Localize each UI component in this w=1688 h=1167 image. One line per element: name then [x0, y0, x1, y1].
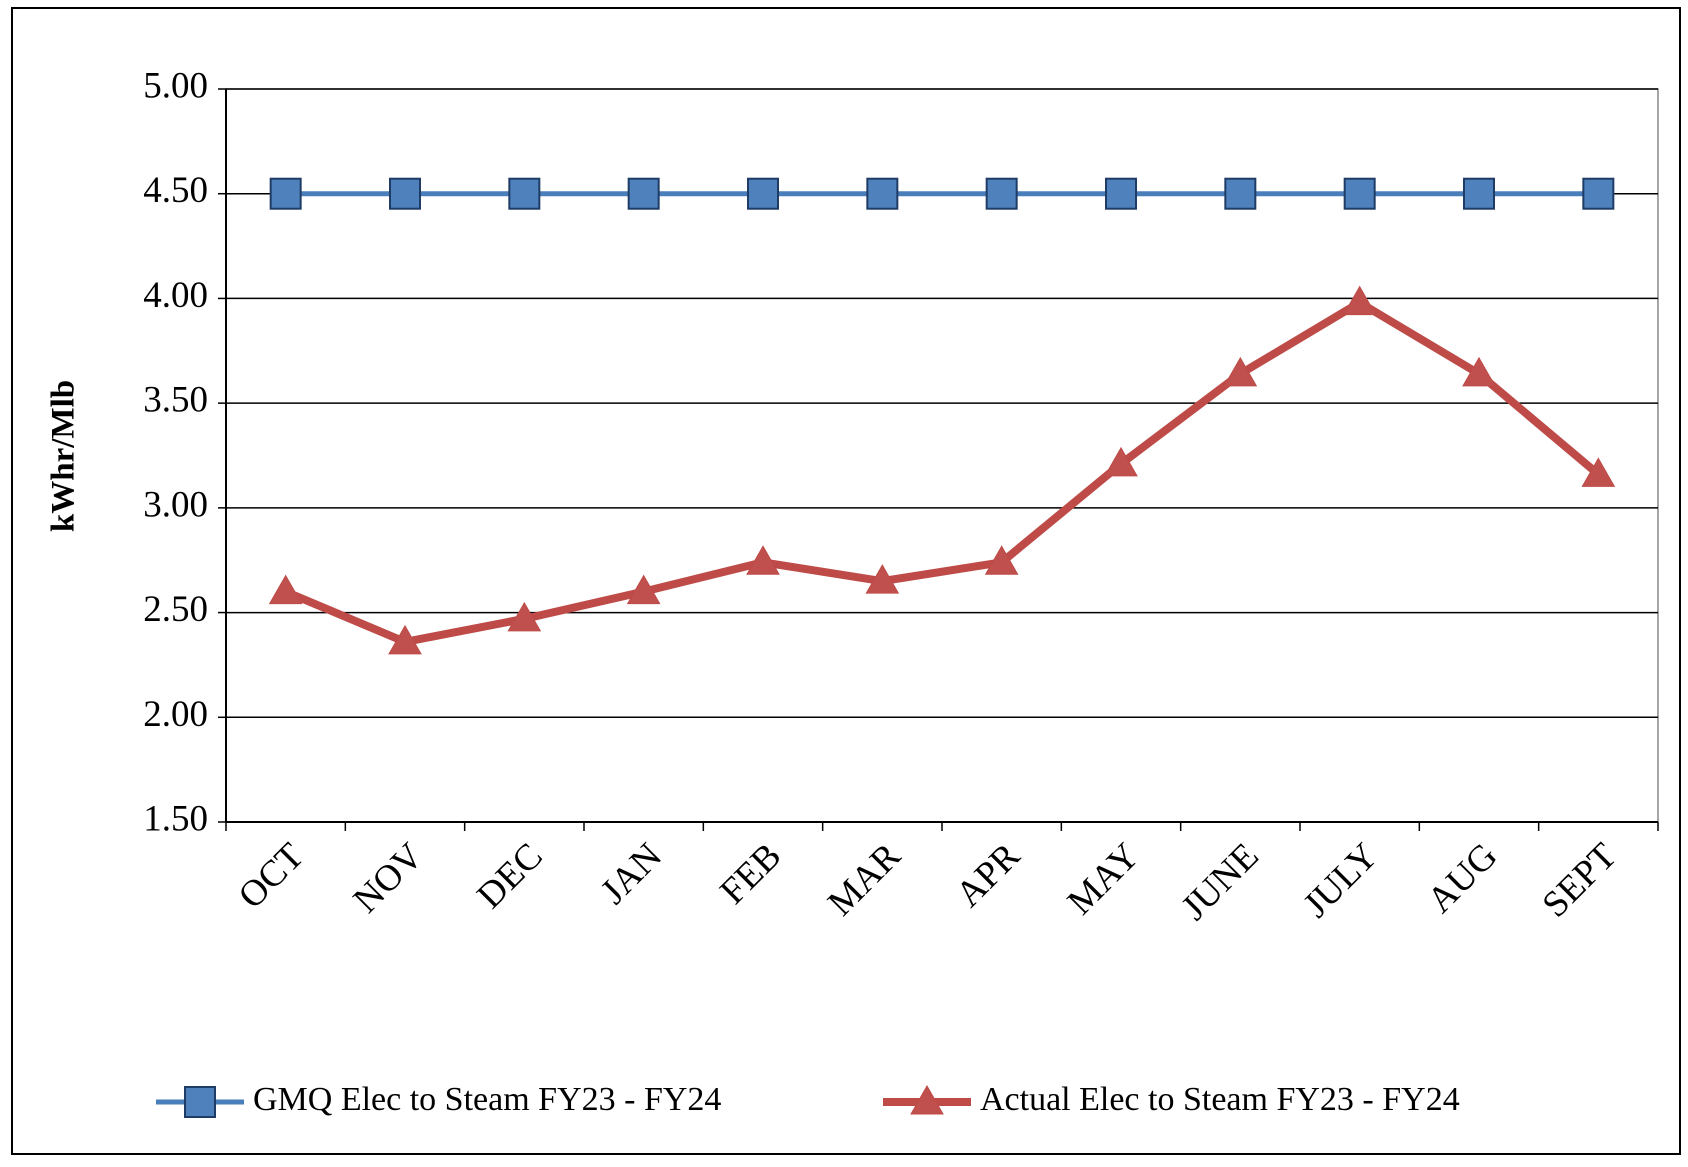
- marker: [1463, 177, 1495, 210]
- marker: [389, 177, 421, 210]
- y-tick-label: 2.00: [143, 694, 208, 735]
- marker: [866, 177, 899, 210]
- series-line: [284, 298, 1601, 646]
- marker: [746, 545, 780, 575]
- marker: [1224, 177, 1257, 210]
- legend-label: GMQ Elec to Steam FY23 - FY24: [253, 1081, 721, 1118]
- marker: [1582, 177, 1615, 210]
- y-tick-label: 3.00: [143, 484, 208, 525]
- y-axis-label: kWhr/Mlb: [46, 380, 82, 532]
- marker: [1581, 457, 1616, 487]
- marker: [1342, 285, 1377, 316]
- marker: [747, 177, 779, 210]
- marker: [1105, 177, 1137, 210]
- marker: [268, 574, 303, 605]
- marker: [1462, 356, 1496, 387]
- marker: [865, 564, 900, 594]
- marker: [1343, 177, 1376, 210]
- marker: [1223, 356, 1258, 387]
- legend-marker: [184, 1086, 216, 1118]
- marker: [985, 177, 1018, 210]
- marker: [626, 574, 661, 605]
- marker: [984, 545, 1019, 575]
- y-tick-label: 2.50: [143, 589, 208, 630]
- legend-marker: [910, 1084, 944, 1115]
- y-tick-label: 3.50: [143, 380, 208, 421]
- marker: [269, 177, 302, 210]
- y-tick-label: 5.00: [143, 65, 208, 106]
- legend-label: Actual Elec to Steam FY23 - FY24: [980, 1081, 1460, 1118]
- y-tick-label: 1.50: [143, 798, 208, 839]
- y-tick-label: 4.00: [143, 275, 208, 316]
- y-tick-label: 4.50: [143, 170, 208, 211]
- plot-area: [225, 88, 1659, 823]
- marker: [508, 177, 541, 210]
- marker: [507, 601, 542, 632]
- marker: [627, 177, 660, 210]
- marker: [388, 624, 422, 655]
- marker: [1104, 446, 1138, 477]
